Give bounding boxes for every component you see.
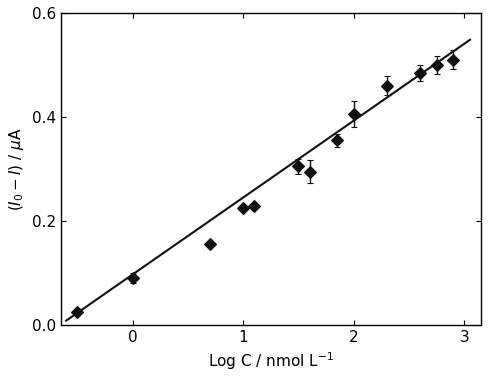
X-axis label: Log C / nmol L$^{-1}$: Log C / nmol L$^{-1}$ — [208, 350, 334, 372]
Y-axis label: $(I_0-I)$ / $\mu$A: $(I_0-I)$ / $\mu$A — [7, 127, 26, 211]
